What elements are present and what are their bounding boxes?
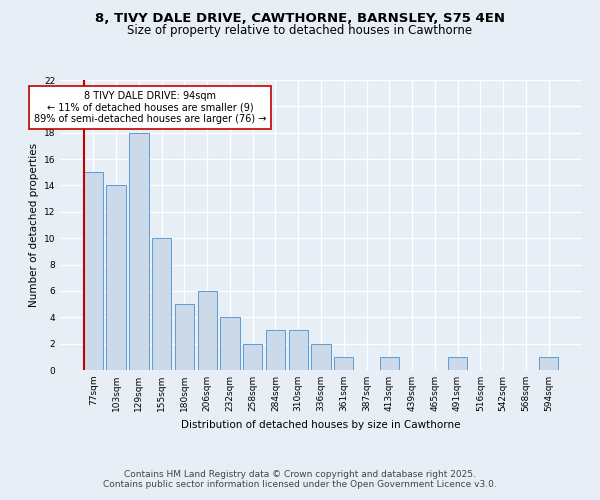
Text: Size of property relative to detached houses in Cawthorne: Size of property relative to detached ho… [127,24,473,37]
Bar [380,357,399,370]
Bar [311,344,331,370]
Bar [243,344,262,370]
Y-axis label: Number of detached properties: Number of detached properties [29,143,40,307]
Bar [334,357,353,370]
Text: 8, TIVY DALE DRIVE, CAWTHORNE, BARNSLEY, S75 4EN: 8, TIVY DALE DRIVE, CAWTHORNE, BARNSLEY,… [95,12,505,26]
Bar [175,304,194,370]
Bar [197,291,217,370]
Bar [152,238,172,370]
Bar [266,330,285,370]
Bar [448,357,467,370]
Bar [220,318,239,370]
Bar [106,186,126,370]
Bar [84,172,103,370]
Text: 8 TIVY DALE DRIVE: 94sqm
← 11% of detached houses are smaller (9)
89% of semi-de: 8 TIVY DALE DRIVE: 94sqm ← 11% of detach… [34,90,266,124]
X-axis label: Distribution of detached houses by size in Cawthorne: Distribution of detached houses by size … [181,420,461,430]
Text: Contains HM Land Registry data © Crown copyright and database right 2025.: Contains HM Land Registry data © Crown c… [124,470,476,479]
Bar [539,357,558,370]
Bar [129,132,149,370]
Bar [289,330,308,370]
Text: Contains public sector information licensed under the Open Government Licence v3: Contains public sector information licen… [103,480,497,489]
